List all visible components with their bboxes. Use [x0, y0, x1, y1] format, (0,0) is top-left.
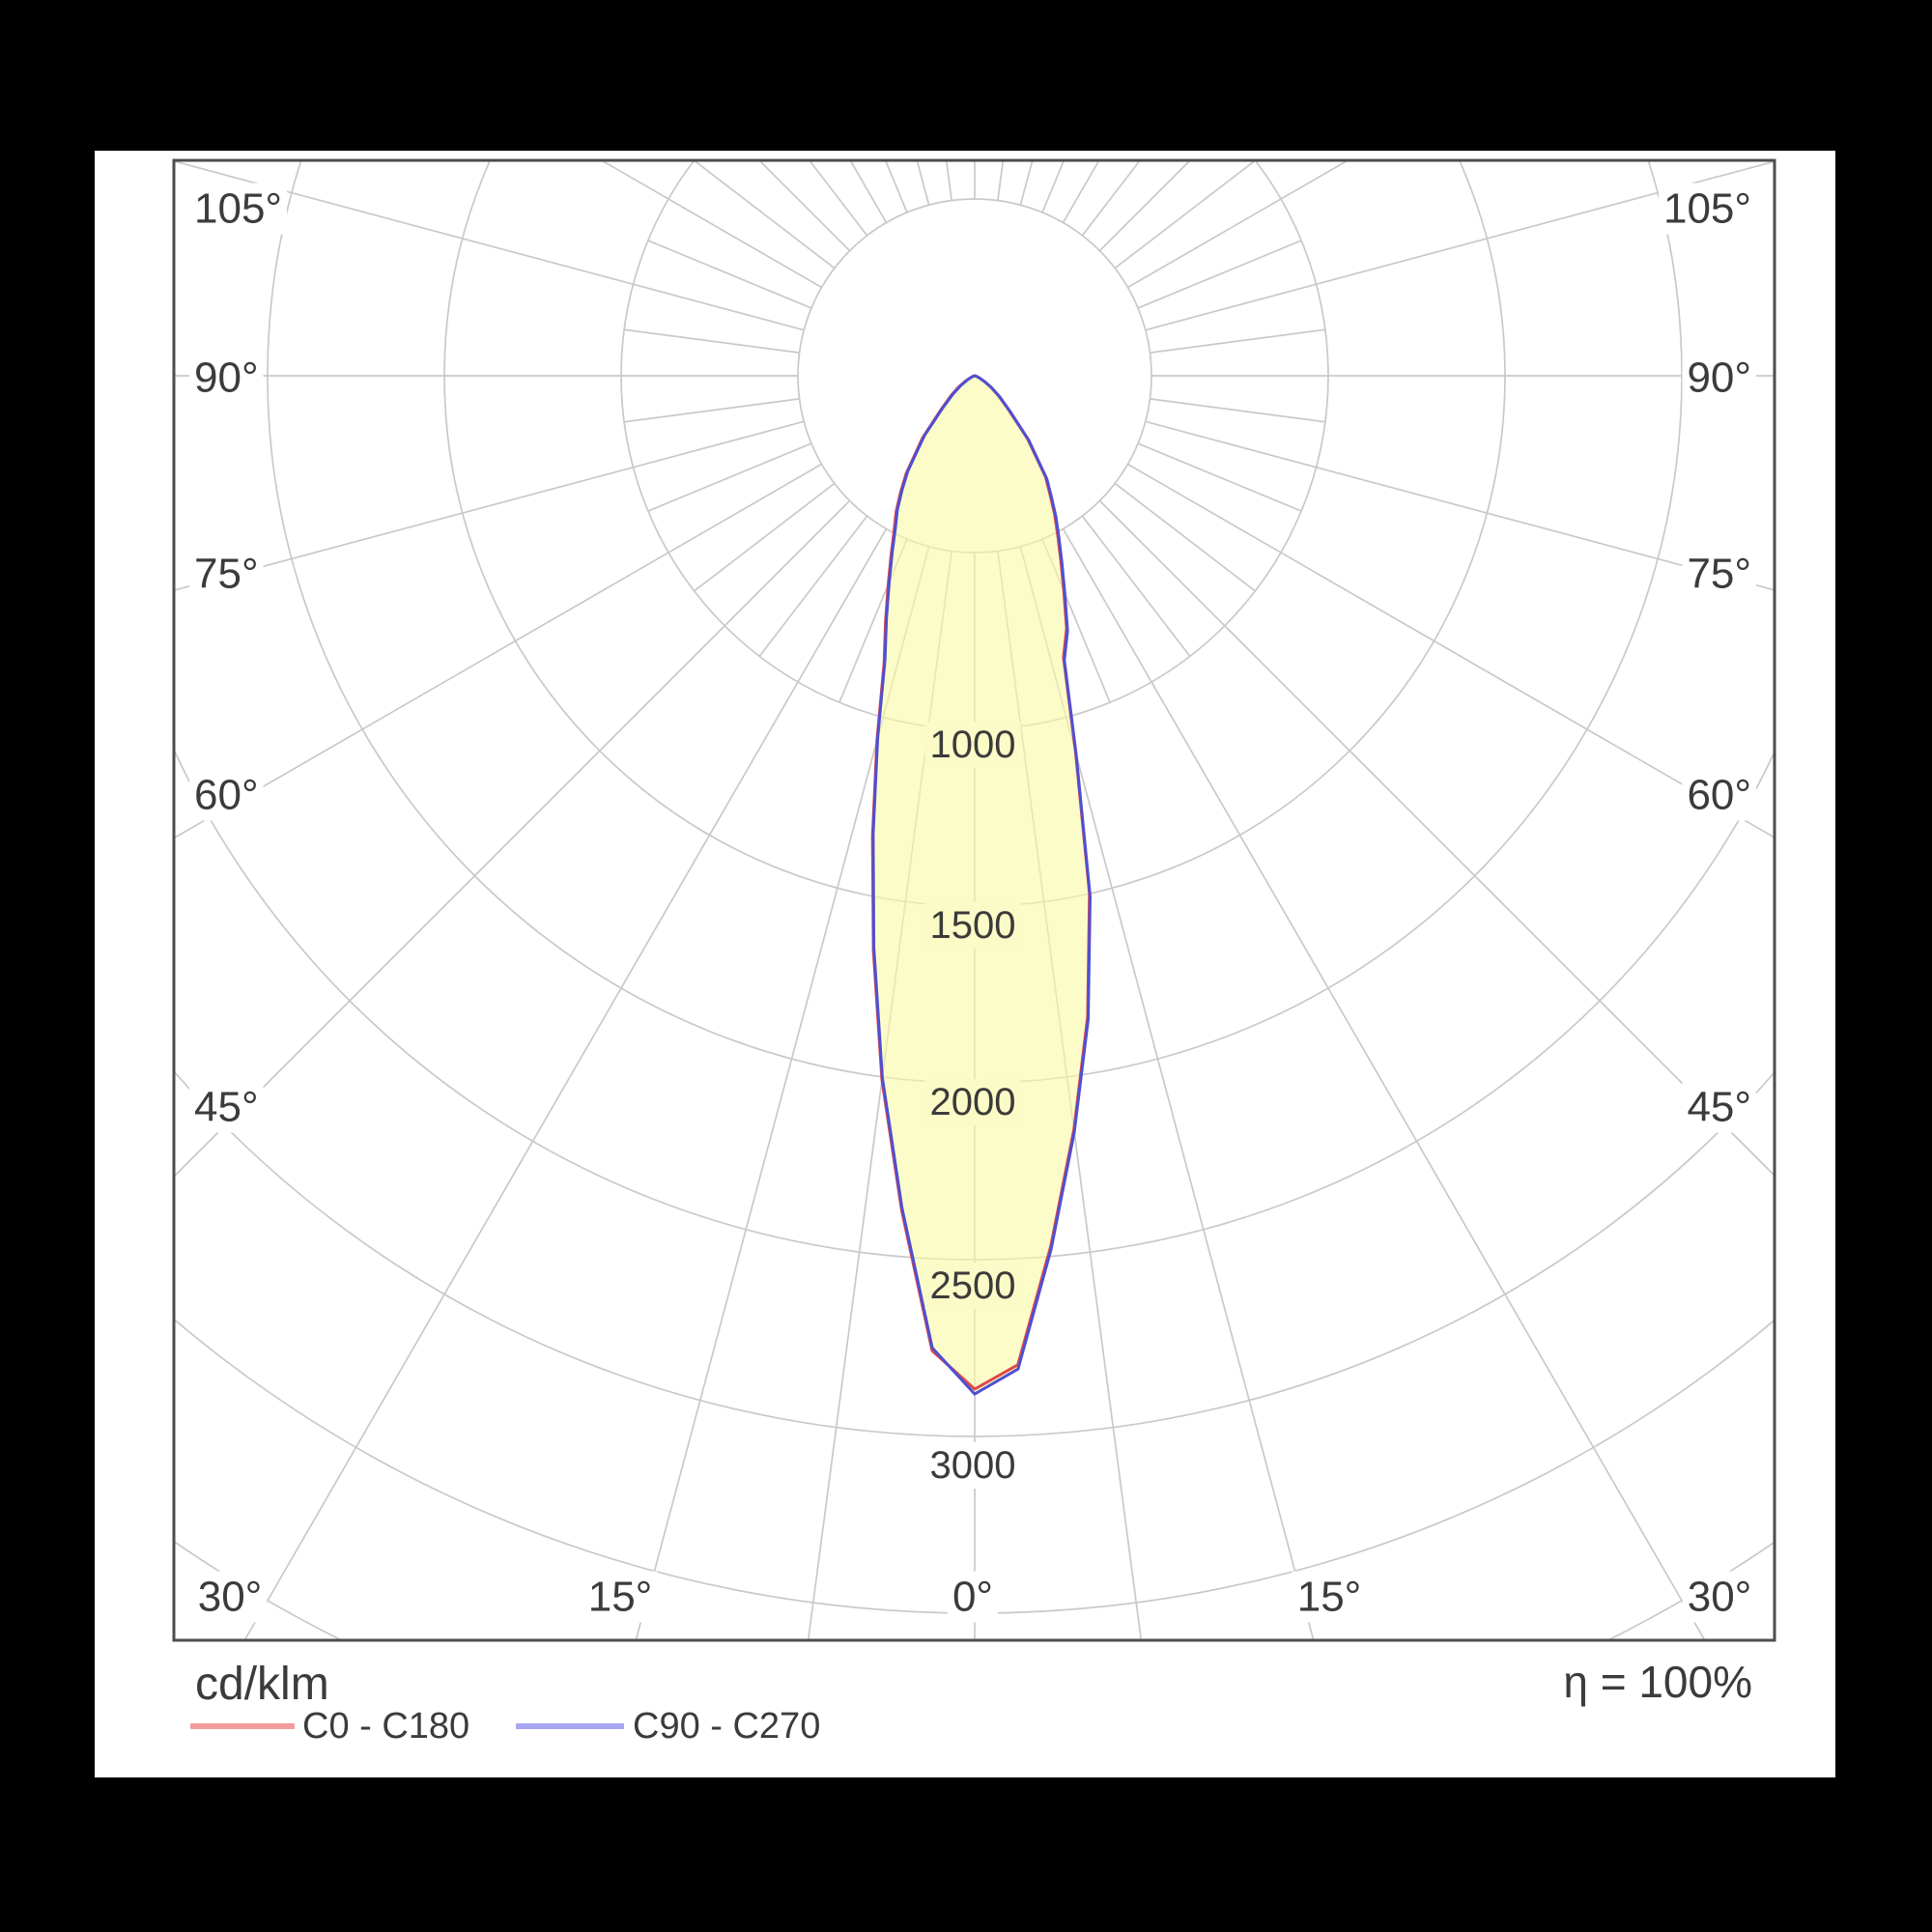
angle-label-left-75°-bg [189, 548, 264, 600]
grid-spoke-247.5 [647, 240, 812, 309]
grid-spoke-142.5 [1081, 160, 1142, 237]
angle-label-left-60°: 60° [194, 772, 259, 819]
angle-label-bottom-3: 15° [1297, 1574, 1362, 1621]
angle-label-left-105°: 105° [194, 185, 282, 233]
angle-label-bottom-2: 0° [952, 1574, 993, 1621]
grid-spoke-157.5 [1041, 160, 1065, 213]
grid-spoke-97.5 [1150, 328, 1325, 354]
angle-label-left-45°: 45° [194, 1084, 259, 1131]
grid-spoke-345 [635, 546, 930, 1640]
angle-label-right-90°-bg [1682, 352, 1756, 404]
radial-label-2000: 2000 [930, 1081, 1016, 1123]
grid-spoke-262.5 [624, 328, 800, 354]
grid-spoke-292.5 [647, 442, 812, 512]
angle-label-left-105°-bg [189, 183, 288, 235]
grid-spoke-52.5 [1114, 482, 1256, 592]
curves-layer [870, 374, 1092, 1396]
beam-fill-layer [872, 376, 1091, 1395]
angle-label-right-45°: 45° [1687, 1084, 1751, 1131]
angle-label-right-105°-bg [1658, 183, 1756, 235]
grid-spoke-307.5 [694, 482, 836, 592]
plot-frame [172, 158, 1776, 1642]
angle-label-bottom-1-bg [582, 1571, 658, 1623]
grid-spoke-37.5 [1081, 515, 1191, 657]
angle-label-bottom-4: 30° [1688, 1574, 1752, 1621]
legend-line-c0 [190, 1723, 295, 1729]
angle-label-bottom-1: 15° [588, 1574, 653, 1621]
grid-spoke-202.5 [884, 160, 908, 213]
grid-spoke-30 [1062, 528, 1706, 1640]
angle-label-left-90°: 90° [194, 355, 259, 402]
angle-label-left-75°: 75° [194, 551, 259, 598]
grid-spoke-240 [600, 160, 822, 289]
curve-c90-c270 [871, 374, 1092, 1396]
angle-label-bottom-0-bg [192, 1571, 268, 1623]
radial-label-2000-bg [924, 1079, 1021, 1125]
grid-spoke-120 [1127, 160, 1350, 289]
grid-spoke-330 [243, 528, 888, 1640]
beam-fill [872, 376, 1091, 1395]
angle-label-right-45°-bg [1682, 1081, 1756, 1133]
angle-label-bottom-2-bg [947, 1571, 999, 1623]
grid-spoke-277.5 [624, 398, 800, 423]
efficiency-label: η = 100% [1563, 1657, 1752, 1707]
grid-spoke-15 [1019, 546, 1315, 1640]
angle-label-left-45°-bg [189, 1081, 264, 1133]
angle-label-bottom-4-bg [1682, 1571, 1757, 1623]
radial-label-3000-bg [924, 1442, 1021, 1489]
radial-label-2500: 2500 [930, 1264, 1016, 1307]
angle-label-right-90°: 90° [1687, 355, 1751, 402]
radial-label-1500: 1500 [930, 904, 1016, 947]
grid-spoke-112.5 [1137, 240, 1302, 309]
grid-spoke-217.5 [808, 160, 868, 237]
unit-label: cd/klm [195, 1659, 329, 1710]
grid-spoke-322.5 [758, 515, 868, 657]
angle-label-right-75°: 75° [1687, 551, 1751, 598]
angle-label-bottom-3-bg [1292, 1571, 1367, 1623]
labels-layer: 105° 90° 75° 60° 45° 105° 90° 75° 60° 45° 30° 15° 0°… [189, 183, 1757, 1623]
angle-label-left-60°-bg [189, 769, 264, 821]
grid-spoke-172.5 [997, 160, 1005, 201]
angle-label-right-75°-bg [1682, 548, 1756, 600]
grid-spoke-105 [1145, 160, 1775, 331]
grid-spoke-315 [174, 499, 851, 1179]
angle-label-left-90°-bg [189, 352, 264, 404]
grid-spoke-45 [1098, 499, 1775, 1178]
grid-spoke-82.5 [1150, 398, 1325, 423]
radial-label-2500-bg [924, 1263, 1021, 1309]
legend-line-c90 [516, 1723, 624, 1729]
grid-spoke-187.5 [945, 160, 952, 201]
radial-label-1500-bg [924, 902, 1021, 949]
angle-label-right-105°: 105° [1663, 185, 1751, 233]
radial-label-1000-bg [924, 722, 1021, 768]
grid-spoke-127.5 [1114, 160, 1256, 270]
frame-layer [172, 158, 1776, 1642]
grid-spoke-75 [1145, 420, 1775, 591]
legend-label-c0: C0 - C180 [302, 1706, 470, 1747]
angle-label-right-60°-bg [1682, 769, 1756, 821]
grid-spoke-232.5 [694, 160, 836, 270]
angle-label-right-60°: 60° [1687, 772, 1751, 819]
grid-spoke-285 [174, 420, 805, 592]
angle-label-bottom-0: 30° [198, 1574, 263, 1621]
grid-spoke-255 [174, 160, 805, 331]
legend-label-c90: C90 - C270 [633, 1706, 821, 1747]
grid-spoke-67.5 [1137, 442, 1302, 512]
radial-label-1000: 1000 [930, 724, 1016, 766]
radial-label-3000: 3000 [930, 1444, 1016, 1487]
